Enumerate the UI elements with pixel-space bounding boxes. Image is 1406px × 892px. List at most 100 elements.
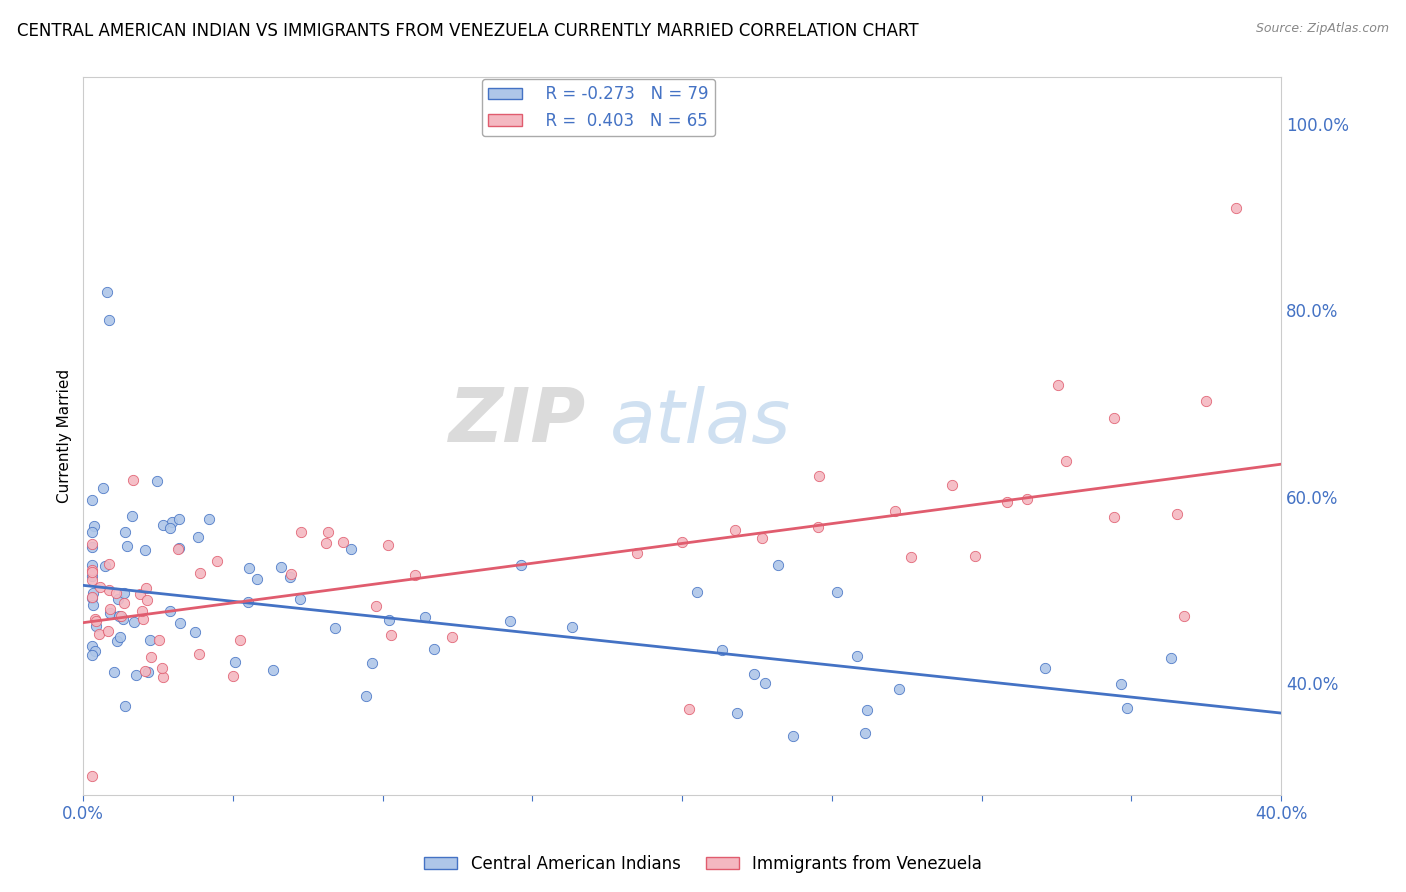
Point [856, 703, 879, 717]
Point [97, 624, 120, 639]
Point [686, 585, 709, 599]
Point [238, 561, 260, 575]
Point [112, 596, 135, 610]
Point [754, 675, 776, 690]
Point [900, 549, 922, 564]
Point [725, 706, 748, 720]
Point [159, 604, 181, 618]
Point [136, 665, 159, 679]
Point [108, 630, 131, 644]
Point [236, 595, 259, 609]
Point [167, 542, 190, 557]
Text: atlas: atlas [610, 386, 792, 458]
Point [766, 558, 789, 572]
Legend: Central American Indians, Immigrants from Venezuela: Central American Indians, Immigrants fro… [418, 848, 988, 880]
Point [678, 702, 700, 716]
Point [1109, 677, 1132, 691]
Point [413, 610, 436, 624]
Point [83, 644, 105, 658]
Point [122, 615, 145, 630]
Point [160, 516, 183, 530]
Point [315, 536, 337, 550]
Point [380, 628, 402, 642]
Point [82, 563, 104, 577]
Point [1102, 509, 1125, 524]
Point [82, 639, 104, 653]
Point [114, 699, 136, 714]
Point [1115, 701, 1137, 715]
Point [710, 643, 733, 657]
Point [187, 530, 209, 544]
Point [853, 726, 876, 740]
Point [82, 586, 104, 600]
Point [377, 538, 399, 552]
Point [145, 474, 167, 488]
Point [115, 539, 138, 553]
Point [152, 518, 174, 533]
Point [139, 633, 162, 648]
Point [288, 592, 311, 607]
Point [98, 606, 121, 620]
Point [135, 581, 157, 595]
Point [626, 546, 648, 560]
Point [205, 554, 228, 568]
Point [169, 512, 191, 526]
Point [93, 482, 115, 496]
Point [510, 558, 533, 573]
Point [316, 525, 339, 540]
Point [246, 572, 269, 586]
Point [98, 557, 121, 571]
Point [965, 549, 987, 563]
Point [188, 647, 211, 661]
Point [782, 730, 804, 744]
Point [340, 541, 363, 556]
Point [167, 541, 190, 555]
Point [423, 642, 446, 657]
Point [671, 535, 693, 549]
Point [82, 769, 104, 783]
Point [82, 591, 104, 606]
Point [361, 656, 384, 670]
Point [125, 667, 148, 681]
Point [561, 620, 583, 634]
Point [96, 285, 118, 299]
Point [131, 604, 153, 618]
Point [883, 504, 905, 518]
Point [83, 519, 105, 533]
Point [82, 565, 104, 579]
Point [94, 558, 117, 573]
Point [1102, 411, 1125, 425]
Point [270, 559, 292, 574]
Point [1225, 201, 1247, 215]
Point [1015, 491, 1038, 506]
Point [141, 650, 163, 665]
Point [84, 615, 107, 629]
Point [82, 569, 104, 583]
Point [807, 520, 830, 534]
Point [1046, 377, 1069, 392]
Point [1173, 608, 1195, 623]
Point [98, 601, 121, 615]
Point [889, 681, 911, 696]
Point [1054, 454, 1077, 468]
Point [846, 649, 869, 664]
Legend:   R = -0.273   N = 79,   R =  0.403   N = 65: R = -0.273 N = 79, R = 0.403 N = 65 [481, 78, 716, 136]
Point [82, 525, 104, 540]
Point [221, 668, 243, 682]
Point [262, 663, 284, 677]
Point [108, 608, 131, 623]
Point [84, 619, 107, 633]
Point [136, 593, 159, 607]
Point [366, 599, 388, 613]
Point [112, 585, 135, 599]
Point [82, 573, 104, 587]
Point [404, 567, 426, 582]
Point [290, 525, 312, 540]
Point [98, 312, 121, 326]
Point [159, 521, 181, 535]
Point [224, 655, 246, 669]
Text: Source: ZipAtlas.com: Source: ZipAtlas.com [1256, 22, 1389, 36]
Point [134, 664, 156, 678]
Point [82, 558, 104, 572]
Point [354, 690, 377, 704]
